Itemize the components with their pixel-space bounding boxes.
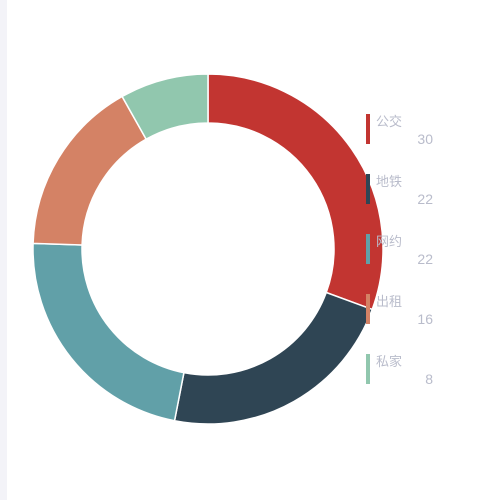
legend-value-bus: 30 xyxy=(417,131,433,147)
legend-item-bus[interactable]: 公交 30 xyxy=(366,111,436,147)
legend-item-subway[interactable]: 地铁 22 xyxy=(366,171,436,207)
legend-value-taxi: 16 xyxy=(417,311,433,327)
legend-swatch-ride-hailing xyxy=(366,234,370,264)
legend-label-ride-hailing: 网约 xyxy=(376,234,403,249)
slice-ride-hailing[interactable] xyxy=(32,242,185,422)
legend-value-private-car: 8 xyxy=(425,371,433,387)
legend-swatch-private-car xyxy=(366,354,370,384)
legend-item-ride-hailing[interactable]: 网约 22 xyxy=(366,231,436,267)
slice-taxi[interactable] xyxy=(32,95,148,246)
left-edge-strip xyxy=(0,0,7,500)
legend-item-private-car[interactable]: 私家 8 xyxy=(366,351,436,387)
legend-label-subway: 地铁 xyxy=(376,174,403,189)
slice-bus[interactable] xyxy=(207,73,384,311)
legend-label-bus: 公交 xyxy=(376,114,403,129)
legend-swatch-taxi xyxy=(366,294,370,324)
slice-private-car[interactable] xyxy=(121,73,209,141)
legend-item-taxi[interactable]: 出租 16 xyxy=(366,291,436,327)
chart-legend: 公交 30 地铁 22 网约 22 出租 16 私家 8 xyxy=(366,111,436,411)
legend-swatch-bus xyxy=(366,114,370,144)
legend-label-private-car: 私家 xyxy=(376,354,403,369)
legend-label-taxi: 出租 xyxy=(376,294,403,309)
legend-value-subway: 22 xyxy=(417,191,433,207)
slice-subway[interactable] xyxy=(173,291,374,425)
donut-slices xyxy=(32,73,384,425)
legend-value-ride-hailing: 22 xyxy=(417,251,433,267)
legend-swatch-subway xyxy=(366,174,370,204)
